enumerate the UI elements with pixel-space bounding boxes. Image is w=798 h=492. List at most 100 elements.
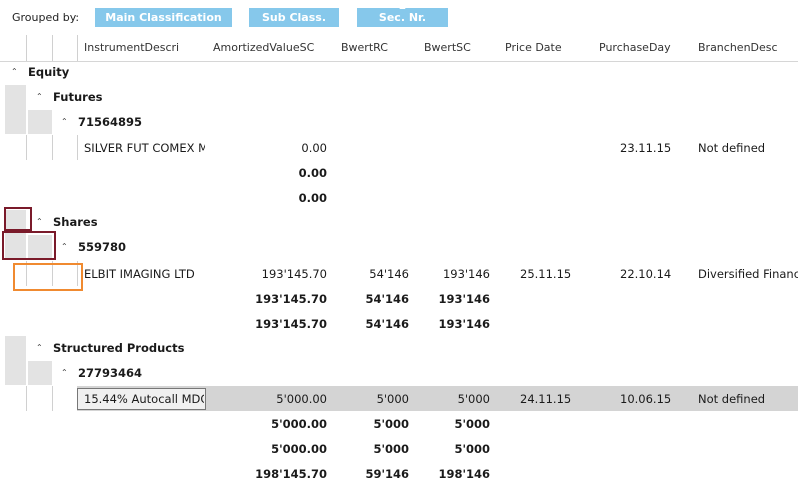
cell-bwert-rc[interactable]: 5'000	[376, 392, 409, 406]
header-divider	[26, 35, 27, 61]
column-header-instrument-description[interactable]: InstrumentDescripti	[84, 41, 180, 54]
column-header-bwert-sc[interactable]: BwertSC	[424, 41, 471, 54]
column-header-row: InstrumentDescripti AmortizedValueSC Bwe…	[0, 35, 798, 62]
group-row-futures[interactable]: ⌃ Futures	[0, 85, 798, 110]
group-indent-block	[5, 336, 26, 385]
total-bwert-rc: 59'146	[365, 467, 409, 481]
cell-instrument-description[interactable]: ELBIT IMAGING LTD	[84, 267, 195, 281]
group-row-secnr-71564895[interactable]: ⌃ 71564895	[0, 110, 798, 135]
cell-bwert-sc[interactable]: 5'000	[457, 392, 490, 406]
cell-bwert-sc[interactable]: 193'146	[442, 267, 490, 281]
group-chip-main-classification[interactable]: Main Classification	[95, 8, 232, 27]
group-title-shares: Shares	[53, 215, 98, 229]
table-row[interactable]: SILVER FUT COMEX MA 0.00 23.11.15 Not de…	[0, 135, 798, 160]
table-row-selected[interactable]: 15.44% Autocall MDC I 5'000.00 5'000 5'0…	[77, 386, 798, 411]
summary-row-subclass: 5'000.00 5'000 5'000	[0, 436, 798, 461]
header-divider	[77, 35, 78, 61]
sum-bwert-rc: 54'146	[365, 292, 409, 306]
column-header-purchase-day[interactable]: PurchaseDay	[599, 41, 671, 54]
group-chip-sec-nr-label: Sec. Nr.	[378, 11, 427, 24]
highlight-marker	[4, 207, 32, 231]
cell-amortized-value[interactable]: 5'000.00	[276, 392, 327, 406]
summary-row-secnr: 193'145.70 54'146 193'146	[0, 286, 798, 311]
row-divider	[52, 386, 53, 411]
row-divider	[52, 135, 53, 160]
group-title-structured-products: Structured Products	[53, 341, 185, 355]
summary-row-secnr: 5'000.00 5'000 5'000	[0, 411, 798, 436]
total-bwert-sc: 198'146	[438, 467, 490, 481]
cell-price-date[interactable]: 25.11.15	[520, 267, 572, 281]
caret-up-icon: ▲	[399, 1, 406, 10]
total-amortized-value: 198'145.70	[255, 467, 327, 481]
sum-bwert-rc: 54'146	[365, 317, 409, 331]
group-indent-block	[28, 235, 52, 259]
group-indent-block	[28, 110, 52, 134]
header-divider	[52, 35, 53, 61]
chevron-up-icon[interactable]: ⌃	[36, 92, 43, 101]
sum-bwert-sc: 193'146	[438, 317, 490, 331]
cell-instrument-description[interactable]: SILVER FUT COMEX MA	[84, 141, 205, 155]
sum-amortized-value: 5'000.00	[271, 442, 327, 456]
group-row-secnr-27793464[interactable]: ⌃ 27793464	[0, 361, 798, 386]
cell-amortized-value[interactable]: 0.00	[301, 141, 327, 155]
sum-amortized-value: 0.00	[298, 191, 327, 205]
row-divider	[26, 386, 27, 411]
sum-bwert-sc: 193'146	[438, 292, 490, 306]
summary-row-total: 198'145.70 59'146 198'146	[0, 461, 798, 486]
column-header-bwert-rc[interactable]: BwertRC	[341, 41, 388, 54]
sum-amortized-value: 0.00	[298, 166, 327, 180]
chevron-up-icon[interactable]: ⌃	[61, 368, 68, 377]
group-row-secnr-559780[interactable]: ⌃ 559780	[0, 235, 798, 260]
group-row-equity[interactable]: ⌃ Equity	[0, 60, 798, 85]
row-divider	[77, 261, 78, 286]
cell-editor-focus[interactable]	[77, 388, 206, 410]
cell-purchase-day[interactable]: 23.11.15	[620, 141, 672, 155]
group-title-futures: Futures	[53, 90, 103, 104]
column-header-amortized-value-sc[interactable]: AmortizedValueSC	[213, 41, 315, 54]
row-divider	[52, 261, 53, 286]
chevron-up-icon[interactable]: ⌃	[36, 343, 43, 352]
group-indent-block	[5, 210, 26, 259]
highlight-marker	[13, 263, 83, 291]
chevron-up-icon[interactable]: ⌃	[11, 67, 18, 76]
sum-bwert-rc: 5'000	[373, 417, 409, 431]
cell-branchen-desc[interactable]: Not defined	[698, 141, 766, 155]
sum-bwert-rc: 5'000	[373, 442, 409, 456]
cell-branchen-desc[interactable]: Not defined	[698, 392, 766, 406]
cell-purchase-day[interactable]: 22.10.14	[620, 267, 672, 281]
cell-bwert-rc[interactable]: 54'146	[369, 267, 409, 281]
group-row-structured-products[interactable]: ⌃ Structured Products	[0, 336, 798, 361]
highlight-marker	[2, 231, 56, 260]
sum-amortized-value: 193'145.70	[255, 317, 327, 331]
sum-bwert-sc: 5'000	[454, 442, 490, 456]
cell-purchase-day[interactable]: 10.06.15	[620, 392, 672, 406]
group-chip-sec-nr[interactable]: ▲ Sec. Nr.	[357, 2, 448, 27]
column-header-price-date[interactable]: Price Date	[505, 41, 562, 54]
sum-amortized-value: 5'000.00	[271, 417, 327, 431]
group-indent-block	[28, 361, 52, 385]
group-indent-block	[5, 85, 26, 134]
grouped-by-label: Grouped by:	[12, 11, 80, 24]
group-by-bar: Grouped by: Main Classification Sub Clas…	[0, 0, 798, 35]
summary-row-subclass: 0.00	[0, 185, 798, 210]
sum-bwert-sc: 5'000	[454, 417, 490, 431]
cell-branchen-desc[interactable]: Diversified Financia	[698, 267, 798, 281]
group-chip-sub-class[interactable]: Sub Class.	[249, 8, 339, 27]
cell-instrument-description[interactable]: 15.44% Autocall MDC I	[84, 392, 204, 406]
table-row[interactable]: ELBIT IMAGING LTD 193'145.70 54'146 193'…	[0, 261, 798, 286]
group-title-secnr: 71564895	[78, 115, 143, 129]
group-title-equity: Equity	[28, 65, 70, 79]
chevron-up-icon[interactable]: ⌃	[36, 217, 43, 226]
chevron-up-icon[interactable]: ⌃	[61, 117, 68, 126]
cell-price-date[interactable]: 24.11.15	[520, 392, 572, 406]
chevron-up-icon[interactable]: ⌃	[61, 242, 68, 251]
group-row-shares[interactable]: ⌃ Shares	[0, 210, 798, 235]
summary-row-secnr: 0.00	[0, 160, 798, 185]
group-chip-sub-class-label: Sub Class.	[262, 11, 326, 24]
cell-amortized-value[interactable]: 193'145.70	[261, 267, 327, 281]
column-header-branchen-desc[interactable]: BranchenDesc	[698, 41, 778, 54]
summary-row-subclass: 193'145.70 54'146 193'146	[0, 311, 798, 336]
group-title-secnr: 27793464	[78, 366, 143, 380]
row-divider	[77, 135, 78, 160]
group-title-secnr: 559780	[78, 240, 127, 254]
